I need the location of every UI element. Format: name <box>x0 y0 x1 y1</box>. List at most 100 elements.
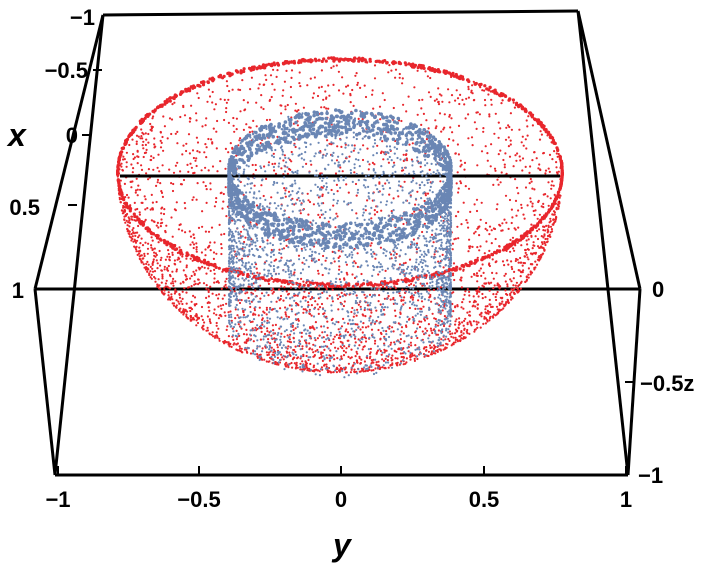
data-point <box>527 273 530 276</box>
data-point <box>140 254 143 257</box>
data-point <box>332 204 335 207</box>
data-point <box>354 182 358 186</box>
data-point <box>118 196 121 199</box>
data-point <box>394 256 397 260</box>
data-point <box>442 334 445 337</box>
data-point <box>370 311 373 314</box>
data-point <box>459 182 463 185</box>
data-point <box>400 299 403 302</box>
data-point <box>464 290 467 293</box>
data-point <box>478 113 481 116</box>
data-point <box>372 369 375 372</box>
data-point <box>425 349 428 352</box>
data-point <box>319 296 322 299</box>
data-point <box>404 324 408 327</box>
data-point <box>356 83 359 86</box>
data-point <box>300 305 303 308</box>
data-point <box>301 285 304 288</box>
data-point <box>359 308 363 311</box>
data-point <box>396 328 399 331</box>
data-point <box>488 310 492 314</box>
data-point <box>378 105 382 108</box>
data-point <box>503 166 506 169</box>
data-point <box>459 180 462 183</box>
data-point <box>284 105 287 108</box>
data-point <box>465 330 468 333</box>
data-point <box>494 90 498 94</box>
data-point <box>503 274 506 277</box>
data-point <box>305 351 308 354</box>
data-point <box>294 287 297 290</box>
data-point <box>321 194 324 198</box>
data-point <box>289 270 293 273</box>
data-point <box>383 277 386 280</box>
data-point <box>202 181 205 184</box>
data-point <box>171 280 174 283</box>
data-point <box>213 308 216 311</box>
data-point <box>294 170 297 174</box>
data-point <box>492 183 495 186</box>
data-point <box>386 179 389 182</box>
data-point <box>334 284 337 287</box>
data-point <box>200 315 203 318</box>
data-point <box>227 207 231 210</box>
data-point <box>150 193 153 196</box>
data-point <box>187 317 190 320</box>
data-point <box>367 348 370 351</box>
data-point <box>503 218 506 221</box>
data-point <box>282 354 285 357</box>
data-point <box>408 317 411 320</box>
data-point <box>149 276 152 279</box>
data-point <box>174 290 177 293</box>
data-point <box>451 131 454 134</box>
data-point <box>539 130 542 133</box>
data-point <box>391 362 394 365</box>
data-point <box>454 323 457 326</box>
data-point <box>427 91 431 94</box>
data-point <box>128 225 131 228</box>
data-point <box>206 100 209 103</box>
data-point <box>450 117 453 120</box>
data-point <box>552 199 557 203</box>
data-point <box>268 208 271 211</box>
data-point <box>297 245 300 248</box>
data-point <box>488 319 491 322</box>
data-point <box>300 247 303 250</box>
data-point <box>181 153 184 156</box>
data-point <box>408 284 411 287</box>
data-point <box>310 222 313 225</box>
data-point <box>520 203 523 206</box>
data-point <box>268 311 271 314</box>
data-point <box>201 326 204 329</box>
data-point <box>467 85 470 88</box>
data-point <box>313 76 316 79</box>
data-point <box>457 187 460 190</box>
data-point <box>272 308 275 311</box>
data-point <box>262 194 265 198</box>
data-point <box>263 320 266 323</box>
data-point <box>516 287 519 290</box>
data-point <box>299 212 302 215</box>
data-point <box>213 277 216 280</box>
data-point <box>338 337 342 340</box>
data-point <box>243 240 246 244</box>
data-point <box>207 137 210 141</box>
data-point <box>541 253 544 256</box>
data-point <box>423 199 426 203</box>
data-point <box>267 338 270 341</box>
data-point <box>518 155 521 158</box>
data-point <box>141 144 144 147</box>
data-point <box>482 130 485 133</box>
data-point <box>489 165 492 168</box>
data-point <box>471 144 474 147</box>
data-point <box>215 252 218 255</box>
data-point <box>302 295 305 298</box>
data-point <box>239 88 242 92</box>
data-point <box>258 358 261 362</box>
data-point <box>330 342 333 345</box>
data-point <box>352 364 355 367</box>
data-point <box>533 188 536 191</box>
data-point <box>398 340 401 343</box>
data-point <box>149 208 152 211</box>
data-point <box>372 154 375 157</box>
